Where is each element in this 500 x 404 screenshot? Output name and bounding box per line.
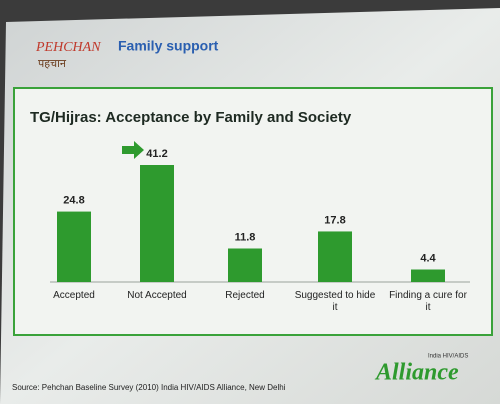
value-label: 41.2 — [146, 148, 167, 160]
slide-title: Family support — [118, 38, 219, 54]
bar — [318, 231, 352, 282]
highlight-arrow — [122, 141, 144, 159]
source: Source: Pehchan Baseline Survey (2010) I… — [12, 383, 286, 392]
logo-hindi: पहचान — [38, 58, 67, 70]
x-tick-label: Not Accepted — [127, 290, 187, 301]
x-tick-label: Accepted — [53, 290, 95, 301]
org-logo: Alliance — [374, 360, 459, 386]
x-label-box: Not Accepted — [127, 290, 187, 301]
bar — [57, 211, 91, 282]
x-label-box: Rejected — [225, 290, 265, 301]
bar — [140, 165, 174, 282]
x-tick-label: Suggested to hide it — [294, 290, 376, 313]
x-label-box: Suggested to hide it — [294, 290, 376, 313]
chart-title: TG/Hijras: Acceptance by Family and Soci… — [30, 109, 352, 126]
logo: PEHCHAN — [35, 40, 101, 55]
x-label-box: Accepted — [53, 290, 95, 301]
x-tick-label: Finding a cure for it — [389, 290, 467, 313]
x-label-box: Finding a cure for it — [389, 290, 467, 313]
x-tick-label: Rejected — [225, 290, 265, 301]
bar — [228, 248, 262, 282]
value-label: 4.4 — [420, 252, 436, 264]
value-label: 17.8 — [324, 214, 345, 226]
bar — [411, 269, 445, 282]
org-tag: India HIV/AIDS — [428, 354, 468, 360]
value-label: 24.8 — [63, 194, 84, 206]
value-label: 11.8 — [235, 231, 256, 243]
chart-frame — [13, 87, 493, 336]
